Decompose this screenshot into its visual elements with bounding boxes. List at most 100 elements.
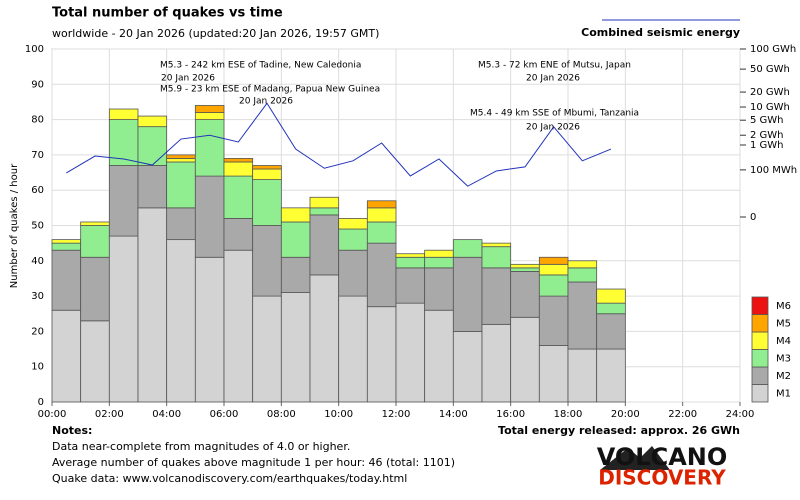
energy-line [66, 102, 612, 187]
x-tick-label: 14:00 [439, 409, 468, 420]
bar-segment [424, 309, 454, 403]
y-tick-label: 30 [31, 291, 44, 302]
bar-segment [166, 154, 196, 159]
bar-segment [366, 306, 397, 403]
legend-swatch [751, 384, 769, 403]
bar-segment [137, 126, 168, 166]
bar-segment [538, 295, 569, 346]
note-line: Quake data: www.volcanodiscovery.com/ear… [52, 472, 407, 485]
bar-segment [194, 112, 225, 121]
y2-tick-label: 100 MWh [750, 165, 797, 176]
bar-segment [51, 249, 82, 311]
bar-segment [510, 267, 540, 272]
annotation: M5.4 - 49 km SSE of Mbumi, Tanzania [470, 109, 639, 119]
bar-segment [366, 200, 397, 209]
legend-swatch [751, 331, 769, 350]
y-tick-label: 10 [31, 362, 44, 373]
bar-segment [194, 175, 225, 258]
bar-segment [338, 249, 368, 297]
bar-segment [309, 196, 340, 209]
bar-segment [252, 179, 282, 226]
bar-segment [538, 345, 569, 403]
x-tick-label: 10:00 [324, 409, 353, 420]
bar-segment [252, 225, 282, 297]
bar-segment [567, 267, 598, 283]
bar-segment [481, 267, 512, 325]
bar-segment [424, 249, 454, 258]
bar-segment [596, 288, 626, 304]
bar-segment [366, 207, 397, 223]
bar-segment [366, 242, 397, 308]
bar-segment [223, 158, 254, 163]
bar-segment [338, 218, 368, 230]
bar-segment [194, 256, 225, 403]
bar-segment [567, 260, 598, 269]
bar-segment [137, 207, 168, 403]
bar-segment [395, 267, 426, 304]
bar-segment [424, 267, 454, 311]
bar-segment [567, 281, 598, 350]
y-tick-label: 0 [38, 397, 44, 408]
bar-segment [80, 221, 110, 226]
bar-segment [280, 292, 311, 403]
bar-segment [338, 295, 368, 403]
bar-segment [510, 263, 540, 269]
logo-text: VOLCANO [597, 443, 728, 471]
logo-volcano [600, 446, 670, 470]
logo-text: DISCOVERY [598, 466, 726, 490]
bar-segment [80, 320, 110, 403]
x-tick-label: 06:00 [210, 409, 239, 420]
note-line: Data near-complete from magnitudes of 4.… [52, 440, 350, 453]
bar-segment [309, 207, 340, 216]
bar-segment [252, 165, 282, 170]
bar-segment [51, 242, 82, 251]
bar-segment [166, 161, 196, 209]
bar-segment [481, 323, 512, 403]
annotation-date: 20 Jan 2026 [239, 97, 293, 107]
bar-segment [252, 295, 282, 403]
chart-title: Total number of quakes vs time [52, 6, 283, 21]
notes-heading: Notes: [52, 424, 92, 437]
annotation: M5.9 - 23 km ESE of Madang, Papua New Gu… [160, 85, 380, 95]
y-tick-label: 40 [31, 256, 44, 267]
bar-segment [166, 207, 196, 241]
legend-label: Combined seismic energy [581, 26, 740, 39]
x-tick-label: 16:00 [496, 409, 525, 420]
x-tick-label: 20:00 [611, 409, 640, 420]
x-tick-label: 18:00 [554, 409, 583, 420]
bar-segment [596, 348, 626, 403]
bar-segment [395, 302, 426, 403]
bar-segment [280, 256, 311, 293]
bar-segment [280, 207, 311, 223]
bar-segment [108, 108, 139, 121]
y-tick-label: 60 [31, 185, 44, 196]
bar-segment [596, 313, 626, 350]
bar-segment [137, 115, 168, 128]
annotation-date: 20 Jan 2026 [526, 123, 580, 133]
bar-segment [108, 165, 139, 237]
bar-segment [80, 225, 110, 258]
annotation: M5.3 - 72 km ENE of Mutsu, Japan [478, 61, 631, 71]
legend-label: M1 [776, 388, 791, 399]
bar-segment [223, 161, 254, 177]
bar-segment [223, 175, 254, 219]
bar-segment [596, 302, 626, 315]
x-tick-label: 00:00 [38, 409, 67, 420]
note-line: Average number of quakes above magnitude… [52, 456, 455, 469]
x-tick-label: 24:00 [726, 409, 755, 420]
legend-swatch [751, 314, 769, 333]
y2-tick-label: 5 GWh [750, 115, 784, 126]
legend-swatch [751, 349, 769, 368]
x-tick-label: 12:00 [382, 409, 411, 420]
y-tick-label: 100 [25, 44, 44, 55]
bar-segment [338, 228, 368, 251]
bar-segment [452, 256, 483, 332]
y2-tick-label: 0 [750, 212, 756, 223]
bar-segment [80, 256, 110, 322]
x-tick-label: 04:00 [152, 409, 181, 420]
bar-segment [194, 119, 225, 177]
bar-segment [166, 239, 196, 403]
y2-tick-label: 2 GWh [750, 130, 784, 141]
y-tick-label: 50 [31, 221, 44, 232]
